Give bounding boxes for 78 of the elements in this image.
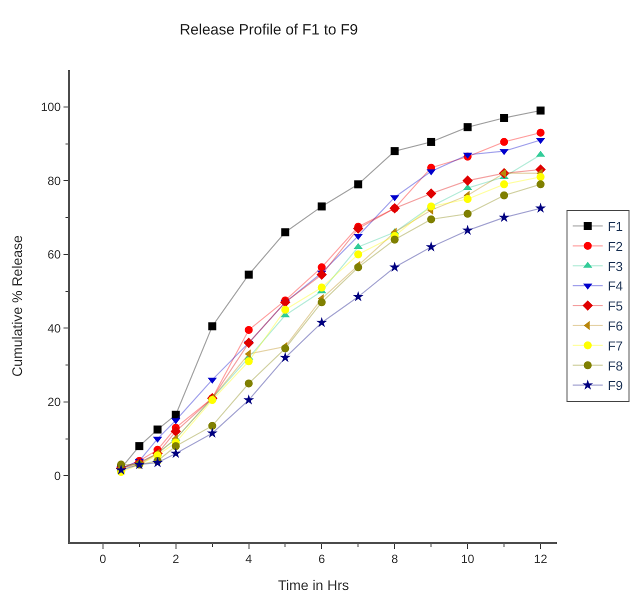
- point: [464, 123, 472, 132]
- point: [500, 191, 508, 200]
- point: [500, 114, 508, 122]
- y-tick-label: 20: [47, 395, 62, 410]
- point: [464, 195, 472, 204]
- point: [244, 326, 253, 334]
- y-tick-label: 0: [54, 468, 62, 483]
- x-tick-label: 6: [318, 552, 326, 566]
- point: [426, 188, 436, 199]
- x-tick-label: 12: [534, 552, 548, 566]
- legend-label: F6: [608, 318, 623, 334]
- point: [244, 270, 253, 279]
- y-tick-label: 60: [47, 248, 62, 262]
- x-tick-label: 0: [99, 552, 106, 566]
- x-axis-title: Time in Hrs: [278, 576, 350, 593]
- point: [389, 262, 400, 272]
- point: [352, 291, 364, 302]
- point: [354, 250, 362, 258]
- point: [244, 338, 254, 348]
- x-tick-label: 8: [391, 552, 398, 566]
- legend-label: F4: [608, 278, 623, 294]
- point: [427, 138, 436, 146]
- point: [536, 106, 545, 115]
- chart-title: Release Profile of F1 to F9: [180, 22, 358, 39]
- point: [208, 322, 216, 330]
- point: [243, 394, 254, 405]
- legend-label: F2: [608, 238, 623, 254]
- point: [281, 306, 290, 314]
- point: [426, 241, 436, 252]
- y-tick-label: 40: [47, 321, 62, 336]
- point: [354, 180, 362, 188]
- point: [172, 442, 180, 450]
- point: [462, 175, 473, 186]
- x-tick-label: 2: [172, 552, 180, 566]
- point: [318, 284, 326, 292]
- legend-label: F5: [608, 298, 623, 314]
- y-tick-label: 100: [40, 100, 62, 114]
- point: [535, 202, 546, 213]
- point: [427, 215, 436, 224]
- x-tick-label: 4: [245, 552, 252, 566]
- point: [281, 344, 290, 352]
- point: [354, 263, 362, 272]
- point: [536, 180, 545, 188]
- point: [318, 263, 326, 272]
- y-tick-label: 80: [47, 174, 62, 188]
- point: [536, 128, 545, 137]
- point: [316, 316, 328, 328]
- legend-label: F1: [608, 219, 623, 234]
- point: [316, 269, 327, 280]
- legend-label: F7: [608, 338, 623, 354]
- legend-label: F3: [608, 258, 623, 274]
- point: [500, 180, 508, 188]
- point: [318, 202, 326, 210]
- point: [500, 138, 508, 146]
- y-axis-title: Cumulative % Release: [8, 234, 25, 377]
- point: [352, 223, 364, 234]
- point: [244, 357, 253, 366]
- point: [154, 426, 162, 434]
- point: [208, 422, 216, 430]
- point: [281, 228, 290, 236]
- point: [498, 212, 510, 222]
- point: [390, 236, 399, 244]
- point: [172, 410, 180, 419]
- point: [462, 224, 473, 235]
- point: [536, 172, 545, 181]
- point: [170, 448, 182, 458]
- point: [318, 298, 326, 306]
- point: [244, 379, 253, 388]
- point: [280, 352, 291, 362]
- point: [464, 210, 472, 218]
- point: [390, 147, 399, 156]
- legend-label: F9: [608, 378, 623, 394]
- point: [135, 442, 144, 450]
- point: [152, 457, 163, 468]
- point: [206, 428, 218, 438]
- x-tick-label: 10: [460, 552, 475, 566]
- legend-label: F8: [608, 358, 623, 374]
- point: [170, 426, 181, 437]
